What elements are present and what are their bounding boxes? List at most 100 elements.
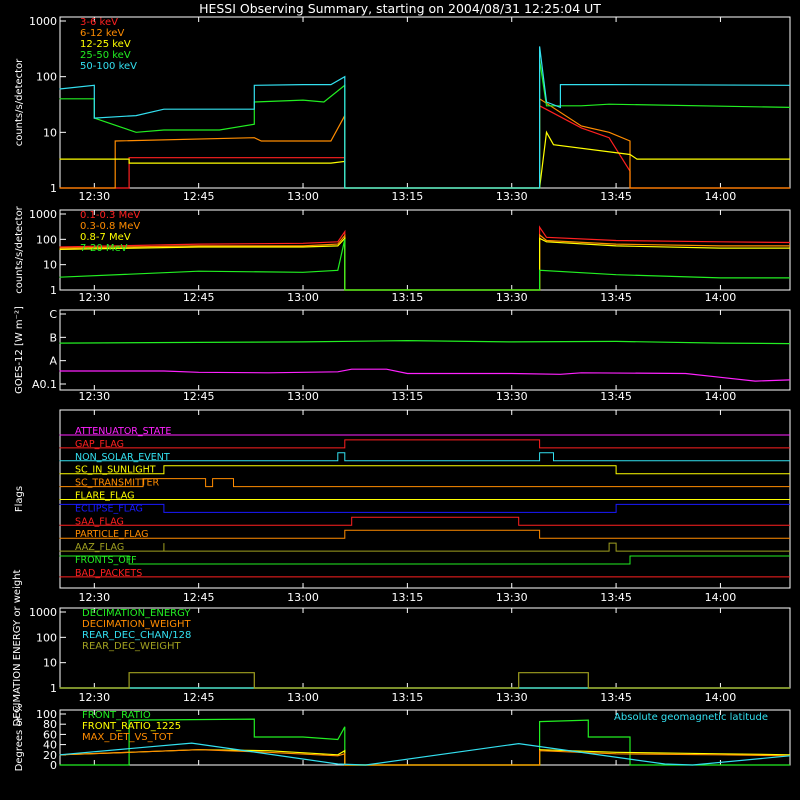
flag-label: SC_TRANSMITTER <box>75 478 160 489</box>
series-line <box>59 368 791 382</box>
series-line <box>59 672 790 689</box>
flag-label: FRONTS_OFF <box>75 555 137 566</box>
panel-annotation: Absolute geomagnetic latitude <box>614 712 768 723</box>
x-tick-label: 13:00 <box>287 691 319 704</box>
x-tick-label: 14:00 <box>705 390 737 403</box>
flag-line-aaz_flag <box>59 542 790 552</box>
y-tick-label: 10 <box>43 657 57 670</box>
series-line <box>59 59 791 189</box>
x-tick-label: 13:15 <box>392 390 424 403</box>
series-line <box>59 46 791 189</box>
panel-frame <box>59 16 791 189</box>
series-line <box>59 97 790 189</box>
x-tick-label: 14:00 <box>705 691 737 704</box>
y-tick-label: 10 <box>43 259 57 272</box>
legend-entry: 0.8-7 MeV <box>80 232 131 243</box>
x-tick-label: 13:45 <box>600 291 632 304</box>
x-tick-label: 13:15 <box>392 190 424 203</box>
legend-entry: 6-12 keV <box>80 28 124 39</box>
y-tick-label: 1000 <box>29 208 57 221</box>
x-tick-label: 12:30 <box>78 591 110 604</box>
legend-entry: 7-20 MeV <box>80 243 128 254</box>
flag-line-eclipse_flag <box>59 503 790 513</box>
y-tick-label: 100 <box>36 71 57 84</box>
legend-entry: DECIMATION_WEIGHT <box>82 619 191 630</box>
chart-title: HESSI Observing Summary, starting on 200… <box>199 1 601 16</box>
legend-entry: DECIMATION_ENERGY <box>82 608 191 619</box>
y-tick-label: 100 <box>36 233 57 246</box>
x-tick-label: 12:45 <box>183 591 215 604</box>
flag-line-sc_in_sunlight <box>59 465 790 475</box>
y-axis-label: DECIMATION ENERGY or weight <box>12 569 23 726</box>
flag-line-particle_flag <box>59 529 790 539</box>
flag-label: SC_IN_SUNLIGHT <box>75 465 156 476</box>
x-tick-label: 13:00 <box>287 591 319 604</box>
x-tick-label: 12:30 <box>78 291 110 304</box>
x-tick-label: 13:45 <box>600 691 632 704</box>
x-tick-label: 13:30 <box>496 591 528 604</box>
flag-line-gap_flag <box>59 439 790 449</box>
x-tick-label: 13:00 <box>287 190 319 203</box>
panel-frame <box>59 309 791 391</box>
y-tick-label: A0.1 <box>32 378 57 391</box>
x-tick-label: 14:00 <box>705 591 737 604</box>
x-tick-label: 12:45 <box>183 691 215 704</box>
flag-label: ATTENUATOR_STATE <box>75 426 171 437</box>
x-tick-label: 13:45 <box>600 591 632 604</box>
legend-entry: REAR_DEC_WEIGHT <box>82 641 181 652</box>
x-tick-label: 13:30 <box>496 291 528 304</box>
legend-entry: REAR_DEC_CHAN/128 <box>82 630 191 641</box>
flag-label: ECLIPSE_FLAG <box>75 503 143 514</box>
x-tick-label: 13:15 <box>392 291 424 304</box>
flag-label: NON_SOLAR_EVENT <box>75 452 170 463</box>
x-tick-label: 13:00 <box>287 291 319 304</box>
flag-label: PARTICLE_FLAG <box>75 529 148 540</box>
legend-entry: 0.1-0.3 MeV <box>80 210 140 221</box>
flag-label: AAZ_FLAG <box>75 542 124 553</box>
y-axis-label: counts/s/detector <box>14 205 25 293</box>
y-axis-label: Degrees or % <box>14 704 25 772</box>
x-tick-label: 12:30 <box>78 390 110 403</box>
series-line <box>59 742 791 766</box>
series-line <box>59 233 790 291</box>
x-tick-label: 13:15 <box>392 691 424 704</box>
y-tick-label: C <box>49 308 57 321</box>
legend-entry: FRONT_RATIO_1225 <box>82 721 181 732</box>
series-line <box>59 104 790 189</box>
legend-entry: 12-25 keV <box>80 39 131 50</box>
y-tick-label: 20 <box>43 749 57 762</box>
panel-4: 12:30 12:45 13:00 13:15 13:30 13:45 14:00 Flags… <box>14 409 791 604</box>
y-tick-label: A <box>49 355 57 368</box>
x-tick-label: 12:45 <box>183 190 215 203</box>
legend-entry: MAX_DET_VS_TOT <box>82 732 174 743</box>
y-axis-label: GOES-12 [W m⁻²] <box>14 306 25 394</box>
x-tick-label: 12:30 <box>78 190 110 203</box>
flag-line-saa_flag <box>59 516 790 526</box>
y-tick-label: 1000 <box>29 606 57 619</box>
y-tick-label: 1 <box>50 182 57 195</box>
x-tick-label: 12:45 <box>183 291 215 304</box>
x-tick-label: 12:30 <box>78 691 110 704</box>
legend-entry: 3-6 keV <box>80 17 118 28</box>
panel-2: 12:30 12:45 13:00 13:15 13:30 13:45 14:00 1 10 10… <box>14 205 791 304</box>
y-tick-label: 1 <box>50 682 57 695</box>
flag-line-sc_transmitter <box>59 478 790 488</box>
x-tick-label: 12:45 <box>183 390 215 403</box>
y-tick-label: 0 <box>50 759 57 772</box>
panel-5: 12:30 12:45 13:00 13:15 13:30 13:45 14:00 1 10 10… <box>12 569 791 726</box>
x-tick-label: 13:15 <box>392 591 424 604</box>
legend-entry: 0.3-0.8 MeV <box>80 221 140 232</box>
y-axis-label: counts/s/detector <box>14 58 25 146</box>
x-tick-label: 14:00 <box>705 190 737 203</box>
x-tick-label: 13:30 <box>496 390 528 403</box>
y-tick-label: 1 <box>50 284 57 297</box>
y-axis-label: Flags <box>14 486 25 512</box>
x-tick-label: 13:45 <box>600 390 632 403</box>
x-tick-label: 14:00 <box>705 291 737 304</box>
panel-1: 12:30 12:45 13:00 13:15 13:30 13:45 14:00 1 10 10… <box>14 15 791 203</box>
y-tick-label: 100 <box>36 708 57 721</box>
y-tick-label: 1000 <box>29 15 57 28</box>
flag-label: BAD_PACKETS <box>75 568 142 579</box>
